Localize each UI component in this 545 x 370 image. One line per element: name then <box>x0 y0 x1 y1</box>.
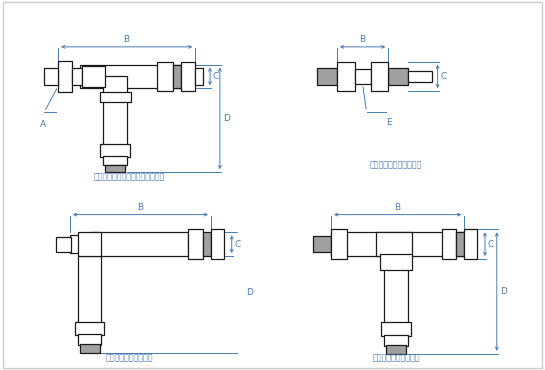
Bar <box>441 229 456 259</box>
Bar <box>388 68 408 85</box>
Text: ＳＴＬ：スタッドチーズ（Ｌ型）: ＳＴＬ：スタッドチーズ（Ｌ型） <box>94 172 165 181</box>
Text: B: B <box>137 203 143 212</box>
Bar <box>384 256 408 323</box>
Bar <box>337 62 355 91</box>
Bar <box>211 229 224 259</box>
Bar <box>377 232 412 256</box>
Bar <box>384 335 408 346</box>
Bar <box>464 229 477 259</box>
Bar <box>104 157 127 165</box>
Bar <box>456 232 464 256</box>
Bar <box>173 65 181 88</box>
Bar <box>355 69 371 84</box>
Text: B: B <box>124 35 130 44</box>
Bar <box>78 256 101 323</box>
Bar <box>331 232 465 256</box>
Bar <box>72 68 82 85</box>
Bar <box>44 68 58 85</box>
Bar <box>386 345 406 354</box>
Bar <box>382 322 411 336</box>
Bar <box>331 229 347 259</box>
Bar <box>89 232 189 256</box>
Bar <box>380 254 412 270</box>
Bar <box>317 68 337 85</box>
Bar <box>189 229 203 259</box>
Text: E: E <box>386 118 392 127</box>
Bar <box>75 322 105 335</box>
Text: C: C <box>235 240 241 249</box>
Text: B: B <box>395 203 401 212</box>
Bar <box>104 77 127 145</box>
Text: C: C <box>440 72 447 81</box>
Bar <box>78 232 101 256</box>
Bar <box>408 71 432 83</box>
Text: ＥＬ：イコールエルボ: ＥＬ：イコールエルボ <box>105 354 153 363</box>
Bar <box>203 232 211 256</box>
Bar <box>100 92 131 102</box>
Text: C: C <box>213 72 219 81</box>
Text: D: D <box>500 287 507 296</box>
Bar <box>70 235 92 253</box>
Bar <box>78 334 101 345</box>
Text: B: B <box>360 35 366 44</box>
Bar <box>56 237 71 252</box>
Text: C: C <box>488 240 494 249</box>
Bar <box>313 236 331 252</box>
Text: ＥＵ：イコールユニオン: ＥＵ：イコールユニオン <box>370 160 422 169</box>
Bar <box>371 62 388 91</box>
Text: A: A <box>40 120 46 129</box>
Bar <box>181 62 195 91</box>
Bar <box>157 62 173 91</box>
Bar <box>105 165 125 172</box>
Bar <box>82 65 105 87</box>
Text: ＥＴ：イコールチーズ: ＥＴ：イコールチーズ <box>372 354 420 363</box>
Bar <box>80 65 189 88</box>
Bar <box>58 61 72 92</box>
Bar <box>100 144 130 157</box>
Bar <box>80 344 100 353</box>
Text: D: D <box>246 288 253 297</box>
Bar <box>195 68 203 85</box>
Text: D: D <box>223 114 229 123</box>
